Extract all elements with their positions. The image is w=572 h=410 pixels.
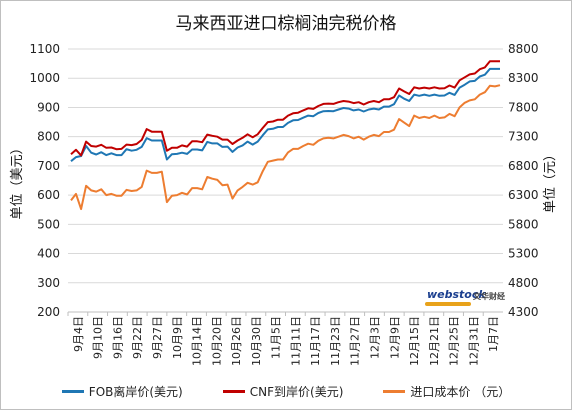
y-axis-right-label: 单位（元） [543,148,558,213]
y-tick-left-label: 1100 [29,42,60,56]
y-tick-right-label: 5300 [508,247,539,261]
y-tick-right-label: 8300 [508,71,539,85]
x-tick-label: 10月26日 [230,316,243,366]
y-tick-right-label: 6300 [508,188,539,202]
y-tick-left-label: 300 [37,276,60,290]
x-tick-label: 11月23日 [329,316,342,366]
legend-swatch-import-cost [383,390,406,393]
x-tick-label: 10月9日 [171,316,184,359]
x-tick-label: 12月9日 [388,316,401,359]
logo-brand-text: webstock [427,288,486,301]
series-line-0 [70,67,500,162]
y-tick-right-label: 8800 [508,42,539,56]
x-tick-label: 12月25日 [448,316,461,366]
x-tick-label: 10月14日 [191,316,204,366]
x-tick-label: 9月10日 [92,316,105,359]
x-tick-label: 12月21日 [428,316,441,366]
chart-legend: FOB离岸价(美元) CNF到岸价(美元) 进口成本价 （元） [1,383,571,400]
y-tick-right-label: 6800 [508,159,539,173]
x-tick-label: 11月17日 [309,316,322,366]
logo-brand-cn-text: 文华财经 [473,292,505,301]
y-tick-right-label: 7800 [508,100,539,114]
series-layer [70,60,501,211]
x-tick-label: 9月27日 [151,316,164,359]
y-tick-left-label: 200 [37,305,60,319]
x-tick-label: 11月27日 [349,316,362,366]
series-line-1 [70,60,500,157]
x-tick-label: 11月5日 [270,316,283,359]
legend-swatch-fob [61,390,84,393]
chart-canvas: 200 300 400 500 600 700 800 900 1000 1100 4300 4800… [10,42,558,366]
y-tick-right-label: 4300 [508,305,539,319]
legend-item-fob: FOB离岸价(美元) [61,383,183,400]
legend-label-fob: FOB离岸价(美元) [88,385,183,399]
legend-label-cnf: CNF到岸价(美元) [249,385,344,399]
x-tick-label: 12月31日 [467,316,480,366]
y-axis-left-label: 单位（美元） [10,141,25,219]
x-tick-label: 11月11日 [289,316,302,366]
y-tick-left-label: 800 [37,130,60,144]
legend-item-import-cost: 进口成本价 （元） [383,383,510,400]
y-tick-left-label: 700 [37,159,60,173]
legend-swatch-cnf [222,390,245,393]
y-tick-left-label: 600 [37,188,60,202]
y-tick-left-label: 1000 [29,71,60,85]
x-tick-label: 9月4日 [72,316,85,352]
x-tick-label: 10月20日 [210,316,223,366]
x-tick-label: 10月30日 [250,316,263,366]
x-tick-label: 9月22日 [131,316,144,359]
watermark-logo: webstock 文华财经 [425,288,521,312]
legend-item-cnf: CNF到岸价(美元) [222,383,344,400]
series-line-2 [70,84,501,211]
x-tick-label: 1月7日 [487,316,500,352]
logo-swoosh-icon [425,302,471,306]
x-tick-label: 12月15日 [408,316,421,366]
y-tick-right-label: 5800 [508,217,539,231]
axis-layer: 200 300 400 500 600 700 800 900 1000 1100 4300 4800… [29,42,538,366]
y-tick-left-label: 900 [37,100,60,114]
y-tick-right-label: 4800 [508,276,539,290]
y-tick-right-label: 7300 [508,130,539,144]
legend-label-import-cost: 进口成本价 （元） [410,385,511,399]
x-tick-label: 9月16日 [111,316,124,359]
y-tick-left-label: 400 [37,247,60,261]
chart-title: 马来西亚进口棕榈油完税价格 [175,14,397,34]
x-tick-label: 12月3日 [368,316,381,359]
y-tick-left-label: 500 [37,217,60,231]
